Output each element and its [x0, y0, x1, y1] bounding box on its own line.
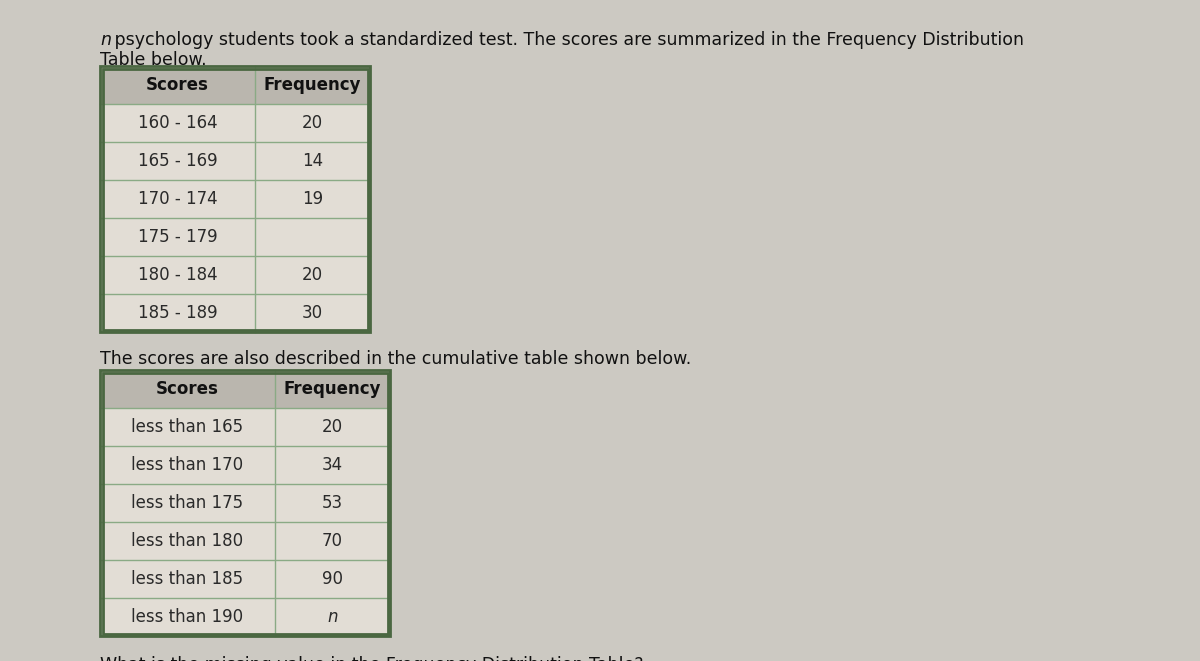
Text: Scores: Scores	[156, 380, 218, 398]
Bar	[275, 560, 390, 598]
Text: What is the missing value in the Frequency Distribution Table?: What is the missing value in the Frequen…	[100, 656, 643, 661]
Bar	[100, 142, 256, 180]
Bar	[256, 218, 370, 256]
Text: less than 180: less than 180	[132, 532, 244, 550]
Text: 160 - 164: 160 - 164	[138, 114, 217, 132]
Text: 165 - 169: 165 - 169	[138, 152, 217, 170]
Text: less than 165: less than 165	[132, 418, 244, 436]
Text: 30: 30	[302, 304, 323, 322]
Text: Frequency: Frequency	[264, 76, 361, 94]
Text: 53: 53	[322, 494, 343, 512]
Bar	[256, 66, 370, 104]
Text: 70: 70	[322, 532, 343, 550]
Bar	[100, 104, 256, 142]
Text: 20: 20	[302, 114, 323, 132]
Text: 180 - 184: 180 - 184	[138, 266, 217, 284]
Text: less than 170: less than 170	[132, 456, 244, 474]
Bar	[100, 522, 275, 560]
Text: less than 185: less than 185	[132, 570, 244, 588]
Text: 20: 20	[302, 266, 323, 284]
Bar	[256, 104, 370, 142]
Bar	[100, 370, 390, 636]
Bar	[100, 66, 370, 332]
Bar	[100, 598, 275, 636]
Text: Scores: Scores	[146, 76, 209, 94]
Bar	[275, 370, 390, 408]
Text: n: n	[328, 608, 337, 626]
Bar	[100, 408, 275, 446]
Bar	[275, 484, 390, 522]
Text: 185 - 189: 185 - 189	[138, 304, 217, 322]
Text: 20: 20	[322, 418, 343, 436]
Bar	[256, 256, 370, 294]
Bar	[100, 180, 256, 218]
Text: 170 - 174: 170 - 174	[138, 190, 217, 208]
Bar	[275, 522, 390, 560]
Text: n: n	[100, 31, 112, 49]
Text: less than 190: less than 190	[132, 608, 244, 626]
Text: 19: 19	[302, 190, 323, 208]
Bar	[256, 294, 370, 332]
Bar	[100, 560, 275, 598]
Bar	[102, 373, 388, 633]
Bar	[256, 180, 370, 218]
Bar	[275, 446, 390, 484]
Text: The scores are also described in the cumulative table shown below.: The scores are also described in the cum…	[100, 350, 691, 368]
Bar	[102, 69, 367, 329]
Bar	[100, 294, 256, 332]
Bar	[256, 142, 370, 180]
Text: 175 - 179: 175 - 179	[138, 228, 217, 246]
Bar	[100, 370, 275, 408]
Text: Table below.: Table below.	[100, 51, 206, 69]
Text: psychology students took a standardized test. The scores are summarized in the F: psychology students took a standardized …	[109, 31, 1024, 49]
Text: 14: 14	[302, 152, 323, 170]
Bar	[275, 598, 390, 636]
Bar	[100, 484, 275, 522]
Bar	[100, 66, 256, 104]
Bar	[100, 256, 256, 294]
Bar	[100, 218, 256, 256]
Bar	[275, 408, 390, 446]
Bar	[100, 446, 275, 484]
Text: 90: 90	[322, 570, 343, 588]
Text: Frequency: Frequency	[283, 380, 382, 398]
Text: 34: 34	[322, 456, 343, 474]
Text: less than 175: less than 175	[132, 494, 244, 512]
